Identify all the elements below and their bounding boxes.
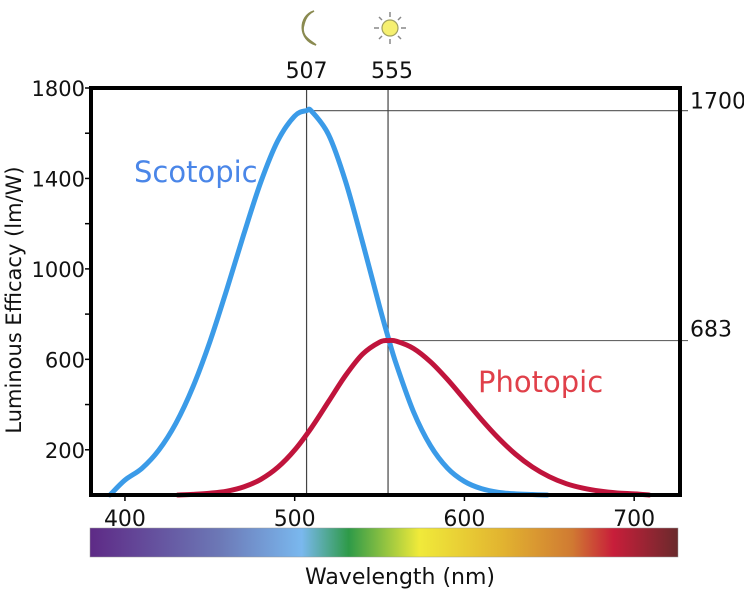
plot-frame	[89, 86, 682, 497]
series-label-scotopic: Scotopic	[134, 155, 258, 189]
series-line-scotopic	[107, 106, 550, 498]
series-line-photopic	[175, 337, 652, 498]
moon-icon	[301, 10, 317, 46]
peak-wavelength-label: 555	[371, 59, 413, 84]
series-label-photopic: Photopic	[478, 365, 603, 399]
peak-wavelength-label: 507	[286, 59, 328, 84]
y-axis-label: Luminous Efficacy (lm/W)	[2, 166, 26, 433]
spectrum-bar	[89, 527, 679, 558]
y-tick-label: 600	[45, 348, 85, 372]
y-tick-label: 1400	[32, 167, 85, 191]
peak-value-label: 1700	[690, 90, 744, 115]
sun-icon	[374, 12, 406, 44]
y-tick-label: 1000	[32, 258, 85, 282]
y-tick-label: 1800	[32, 77, 85, 101]
peak-value-label: 683	[690, 318, 732, 343]
y-tick-label: 200	[45, 439, 85, 463]
x-axis-label: Wavelength (nm)	[305, 565, 495, 590]
